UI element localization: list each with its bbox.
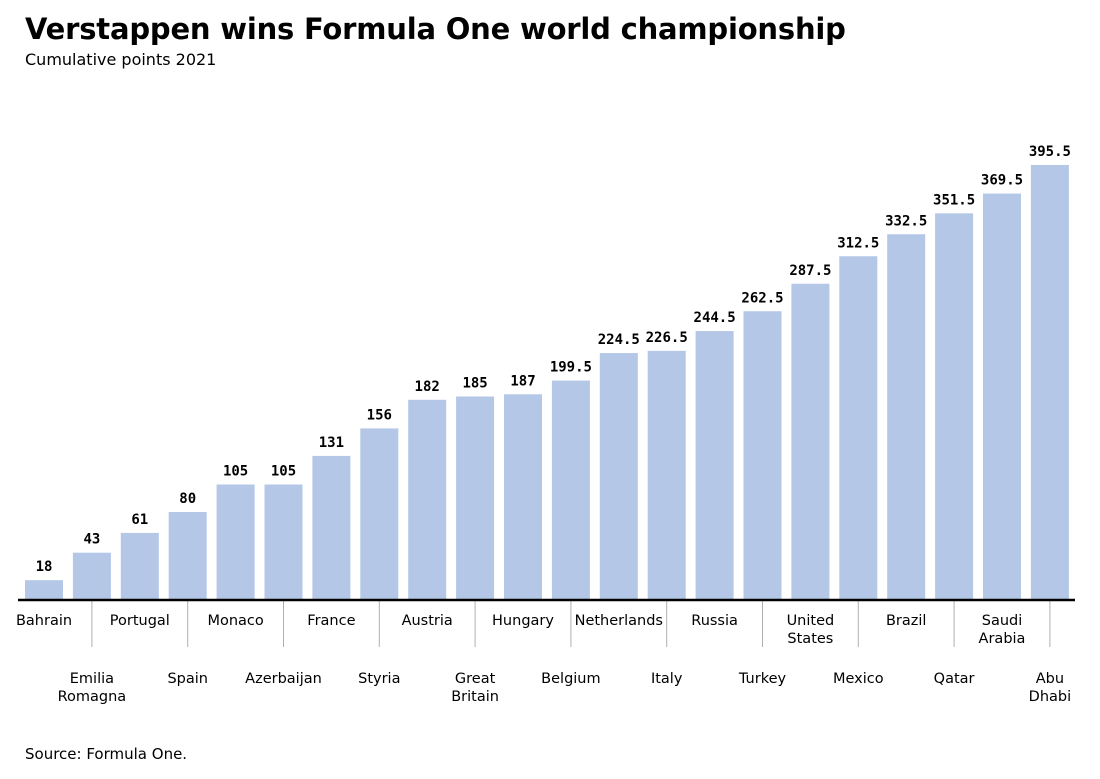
category-label: United States xyxy=(787,613,835,647)
bar xyxy=(599,353,638,600)
bar-value-label: 244.5 xyxy=(694,310,736,326)
bar-value-label: 369.5 xyxy=(981,173,1023,189)
bar-value-label: 156 xyxy=(367,407,392,423)
bar-value-label: 187 xyxy=(510,373,535,389)
bar-value-label: 287.5 xyxy=(789,263,831,279)
bar-value-label: 332.5 xyxy=(885,213,927,229)
bar xyxy=(120,532,159,600)
category-label: Mexico xyxy=(833,671,884,687)
bar-value-label: 351.5 xyxy=(933,192,975,208)
bar-value-label: 199.5 xyxy=(550,360,592,376)
bar-value-label: 18 xyxy=(36,559,53,575)
source-note: Source: Formula One. xyxy=(25,745,188,763)
bar-value-label: 224.5 xyxy=(598,332,640,348)
chart-subtitle: Cumulative points 2021 xyxy=(25,50,217,69)
category-label: Netherlands xyxy=(575,613,663,629)
category-label: Italy xyxy=(651,671,683,687)
bar-value-label: 262.5 xyxy=(741,290,783,306)
ticks-layer xyxy=(91,600,1051,647)
bar xyxy=(72,552,111,600)
bar-value-label: 131 xyxy=(319,435,344,451)
category-label: Turkey xyxy=(738,671,787,687)
category-label: Belgium xyxy=(541,671,600,687)
bar xyxy=(935,213,974,600)
bar xyxy=(743,311,782,600)
category-label: Hungary xyxy=(492,613,554,629)
category-label: Bahrain xyxy=(16,613,72,629)
bar-value-label: 312.5 xyxy=(837,235,879,251)
bar xyxy=(264,484,303,600)
bar-value-label: 80 xyxy=(179,491,196,507)
category-label: Saudi Arabia xyxy=(979,613,1026,647)
value-labels-layer: 18 43 61 80 105 105 131 156 182 185 187 199.5 224.5 2… xyxy=(36,144,1071,575)
bar-value-label: 226.5 xyxy=(646,330,688,346)
category-label: Abu Dhabi xyxy=(1029,671,1071,705)
category-label: Brazil xyxy=(886,613,926,629)
bar xyxy=(312,455,351,600)
bar-value-label: 395.5 xyxy=(1029,144,1071,160)
bar xyxy=(1030,164,1069,600)
bar xyxy=(839,256,878,600)
bar xyxy=(791,283,830,600)
bar-value-label: 43 xyxy=(83,532,100,548)
bar xyxy=(456,396,495,600)
chart-title: Verstappen wins Formula One world champi… xyxy=(25,12,846,46)
bar xyxy=(983,193,1021,601)
category-label: Great Britain xyxy=(451,671,499,705)
bar-value-label: 105 xyxy=(271,464,296,480)
bar xyxy=(360,428,399,600)
bar xyxy=(647,350,686,600)
category-label: Styria xyxy=(358,671,400,687)
bar-value-label: 61 xyxy=(131,512,148,528)
category-label: Russia xyxy=(691,613,738,629)
bar xyxy=(408,399,447,600)
bars-layer xyxy=(25,164,1069,601)
category-label: Portugal xyxy=(110,613,170,629)
bar xyxy=(504,394,542,600)
category-label: Azerbaijan xyxy=(245,671,322,687)
category-label: Spain xyxy=(167,671,208,687)
category-label: Qatar xyxy=(934,671,975,687)
bar-value-label: 182 xyxy=(415,379,440,395)
bar-value-label: 105 xyxy=(223,464,248,480)
category-label: Austria xyxy=(402,613,453,629)
bar xyxy=(695,331,734,600)
category-label: Monaco xyxy=(207,613,263,629)
category-labels-layer: Bahrain Emilia Romagna Portugal Spain Monaco A… xyxy=(16,613,1071,705)
bar xyxy=(168,512,207,600)
bar xyxy=(216,484,255,600)
bar xyxy=(887,234,926,600)
category-label: France xyxy=(307,613,355,629)
category-label: Emilia Romagna xyxy=(58,671,127,705)
bar xyxy=(25,580,63,600)
bar xyxy=(551,380,590,600)
bar-value-label: 185 xyxy=(462,376,487,392)
